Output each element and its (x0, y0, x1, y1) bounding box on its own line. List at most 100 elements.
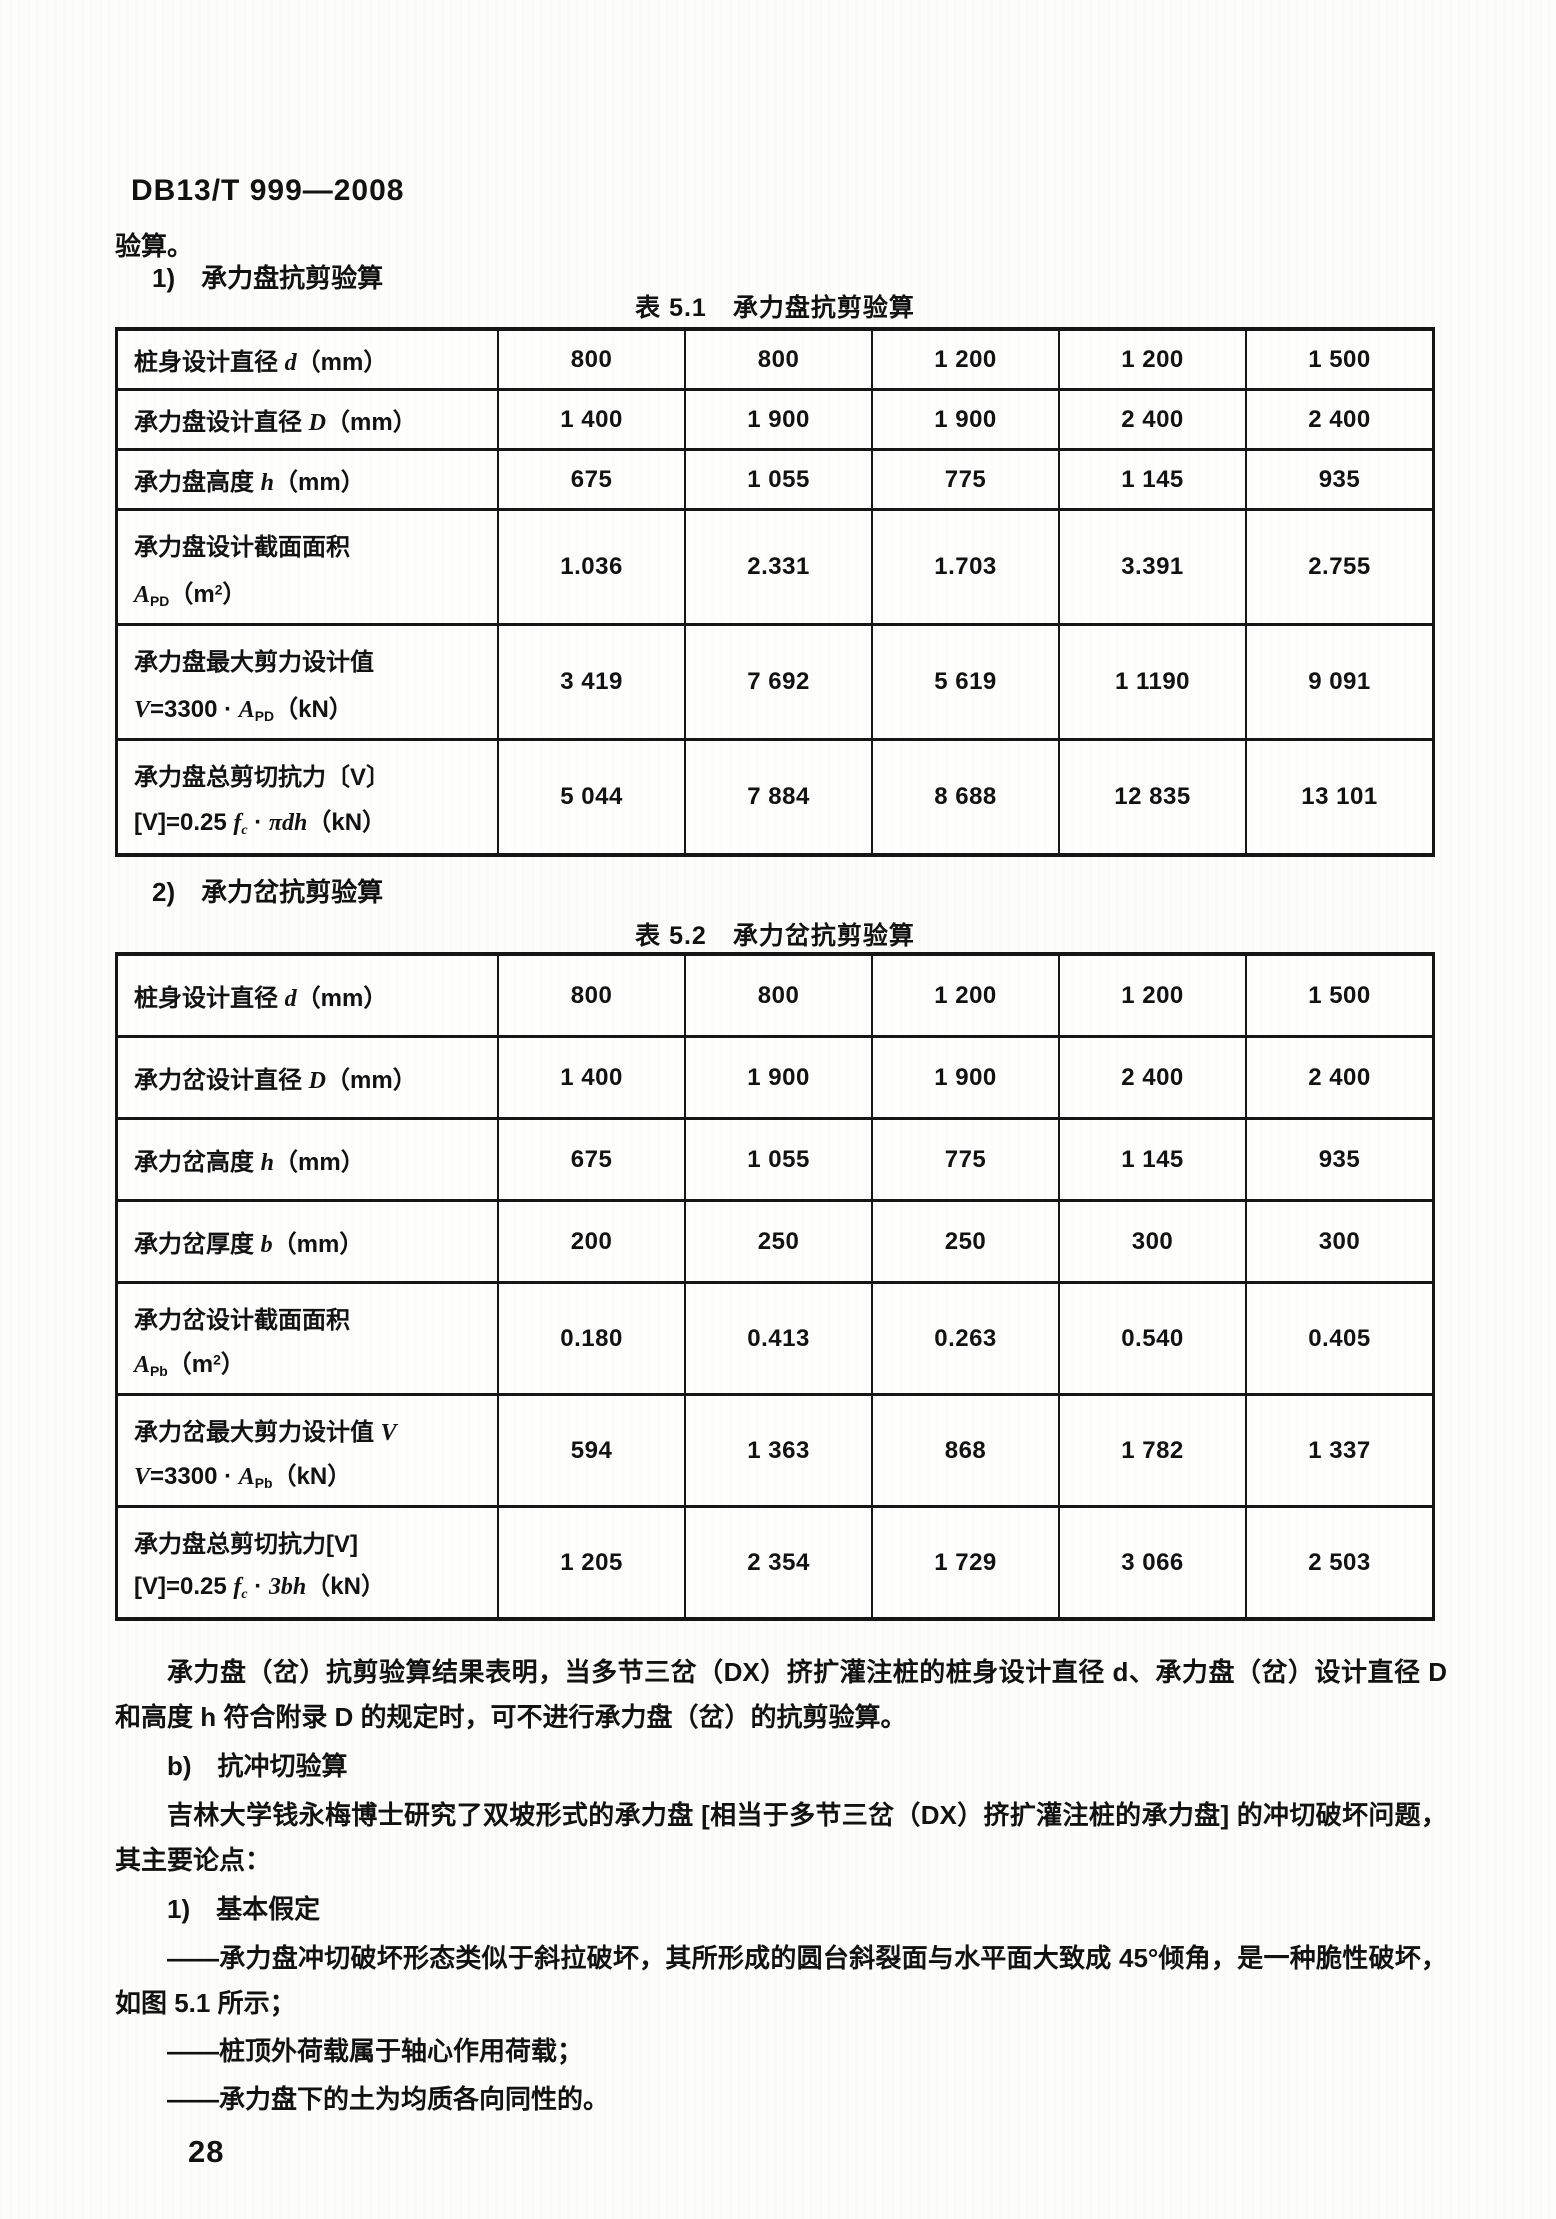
table-row: 承力岔设计直径 D（mm） 1 400 1 900 1 900 2 400 2 400 (118, 1038, 1432, 1120)
table-cell-value: 2 400 (1060, 391, 1247, 448)
table-cell-value: 675 (499, 1120, 687, 1199)
table-5-1: 桩身设计直径 d（mm） 800 800 1 200 1 200 1 500 承力盘设计直径… (115, 327, 1435, 857)
table-row: 承力岔高度 h（mm） 675 1 055 775 1 145 935 (118, 1120, 1432, 1202)
table-row: 承力岔设计截面面积 APb（m2） 0.180 0.413 0.263 0.540 0.40… (118, 1284, 1432, 1396)
table-cell-value: 1 055 (686, 1120, 874, 1199)
sub-item-1: 1) 基本假定 (167, 1894, 321, 1924)
table-cell-value: 1 200 (873, 331, 1060, 388)
table-cell-value: 5 044 (499, 741, 687, 853)
table-cell-value: 0.263 (873, 1284, 1060, 1393)
row-label: 承力盘设计直径 D（mm） (118, 391, 500, 448)
table-cell-value: 775 (873, 451, 1060, 508)
table-cell-value: 800 (686, 331, 874, 388)
table-cell-value: 0.405 (1308, 1324, 1371, 1352)
table-cell-value: 1 337 (1308, 1436, 1371, 1464)
table-cell-value: 8 688 (873, 741, 1060, 853)
table-cell-value: 2 503 (1308, 1548, 1371, 1576)
table-cell-value: 13 101 (1301, 783, 1378, 810)
row-label: 桩身设计直径 d（mm） (118, 331, 500, 388)
table-cell-value: 2.755 (1308, 553, 1371, 580)
table-cell-value: 1 400 (499, 391, 687, 448)
table-cell-value: 800 (686, 956, 874, 1035)
table-cell-value: 200 (499, 1202, 687, 1281)
table-cell-value: 1 145 (1060, 451, 1247, 508)
table-cell-value: 1 500 (1308, 981, 1371, 1009)
row-label: 承力盘设计截面面积 APD（m2） (118, 511, 500, 623)
table-row: 承力盘总剪切抗力〔V〕 [V]=0.25 fc · πdh（kN） 5 044 7 8… (118, 741, 1432, 853)
row-label: 承力盘高度 h（mm） (118, 451, 500, 508)
table-cell-value: 1 363 (686, 1396, 874, 1505)
table-cell-value: 2 400 (1308, 405, 1371, 433)
table-cell-value: 1 900 (686, 391, 874, 448)
table-row: 承力岔最大剪力设计值 V V=3300 · APb（kN） 594 1 363 868 1… (118, 1396, 1432, 1508)
page-number: 28 (188, 2134, 225, 2169)
table-cell-value: 0.540 (1060, 1284, 1247, 1393)
table-row: 承力盘最大剪力设计值 V=3300 · APD（kN） 3 419 7 692 5 61… (118, 626, 1432, 741)
table-row: 桩身设计直径 d（mm） 800 800 1 200 1 200 1 500 (118, 956, 1432, 1038)
table-cell-value: 1 782 (1060, 1396, 1247, 1505)
para-lead: 验算。 (115, 231, 194, 261)
row-label: 承力盘总剪切抗力〔V〕 [V]=0.25 fc · πdh（kN） (118, 741, 500, 853)
table-cell-value: 2 400 (1308, 1063, 1371, 1091)
table-cell-value: 0.413 (686, 1284, 874, 1393)
table-cell-value: 2.331 (686, 511, 874, 623)
table2-caption: 表 5.2 承力岔抗剪验算 (635, 922, 915, 950)
row-label: 承力岔最大剪力设计值 V V=3300 · APb（kN） (118, 1396, 500, 1505)
table-cell-value: 675 (499, 451, 687, 508)
row-label: 承力盘总剪切抗力[V] [V]=0.25 fc · 3bh（kN） (118, 1508, 500, 1617)
table-cell-value: 935 (1318, 465, 1361, 493)
table-cell-value: 1 900 (686, 1038, 874, 1117)
table1-caption: 表 5.1 承力盘抗剪验算 (635, 294, 915, 322)
table-cell-value: 1.036 (499, 511, 687, 623)
table-cell-value: 1.703 (873, 511, 1060, 623)
table-cell-value: 1 1190 (1060, 626, 1247, 738)
row-label: 桩身设计直径 d（mm） (118, 956, 500, 1035)
table-cell-value: 1 205 (499, 1508, 687, 1617)
row-label: 承力岔设计直径 D（mm） (118, 1038, 500, 1117)
table-cell-value: 0.180 (499, 1284, 687, 1393)
table-cell-value: 1 900 (873, 1038, 1060, 1117)
table-cell-value: 3 066 (1060, 1508, 1247, 1617)
table-cell-value: 1 145 (1060, 1120, 1247, 1199)
table-cell-value: 1 500 (1308, 345, 1371, 373)
table-cell-value: 5 619 (873, 626, 1060, 738)
row-label: 承力岔厚度 b（mm） (118, 1202, 500, 1281)
list-item-2: 2) 承力岔抗剪验算 (152, 877, 384, 907)
table-cell-value: 868 (873, 1396, 1060, 1505)
para-jilin: 吉林大学钱永梅博士研究了双坡形式的承力盘 [相当于多节三岔（DX）挤扩灌注桩的承… (115, 1800, 1447, 1875)
table-cell-value: 9 091 (1308, 668, 1371, 695)
table-cell-value: 12 835 (1060, 741, 1247, 853)
row-label: 承力盘最大剪力设计值 V=3300 · APD（kN） (118, 626, 500, 738)
body-text: 承力盘（岔）抗剪验算结果表明，当多节三岔（DX）挤扩灌注桩的桩身设计直径 d、承… (115, 1650, 1447, 2125)
list-item-1: 1) 承力盘抗剪验算 (152, 263, 384, 293)
table-row: 桩身设计直径 d（mm） 800 800 1 200 1 200 1 500 (118, 331, 1432, 391)
table-5-2: 桩身设计直径 d（mm） 800 800 1 200 1 200 1 500 承力岔设计直径… (115, 952, 1435, 1621)
doc-number: DB13/T 999—2008 (131, 174, 405, 207)
table-cell-value: 300 (1060, 1202, 1247, 1281)
table-cell-value: 2 400 (1060, 1038, 1247, 1117)
table-row: 承力岔厚度 b（mm） 200 250 250 300 300 (118, 1202, 1432, 1284)
table-row: 承力盘总剪切抗力[V] [V]=0.25 fc · 3bh（kN） 1 205 2 3… (118, 1508, 1432, 1617)
table-cell-value: 7 692 (686, 626, 874, 738)
table-cell-value: 775 (873, 1120, 1060, 1199)
sub-item-b: b) 抗冲切验算 (167, 1751, 348, 1781)
table-cell-value: 800 (499, 956, 687, 1035)
table-cell-value: 1 729 (873, 1508, 1060, 1617)
row-label: 承力岔高度 h（mm） (118, 1120, 500, 1199)
table-cell-value: 1 900 (873, 391, 1060, 448)
bullet-homogeneous-soil: ——承力盘下的土为均质各向同性的。 (167, 2084, 610, 2114)
table-cell-value: 1 400 (499, 1038, 687, 1117)
row-label: 承力岔设计截面面积 APb（m2） (118, 1284, 500, 1393)
table-cell-value: 1 200 (873, 956, 1060, 1035)
table-cell-value: 1 200 (1060, 956, 1247, 1035)
bullet-axial-load: ——桩顶外荷载属于轴心作用荷载； (167, 2036, 584, 2066)
table-cell-value: 300 (1318, 1227, 1361, 1255)
table-cell-value: 1 200 (1060, 331, 1247, 388)
table-cell-value: 800 (499, 331, 687, 388)
table-cell-value: 1 055 (686, 451, 874, 508)
table-cell-value: 594 (499, 1396, 687, 1505)
bullet-45-degree: ——承力盘冲切破坏形态类似于斜拉破坏，其所形成的圆台斜裂面与水平面大致成 45°… (115, 1943, 1447, 2018)
table-cell-value: 2 354 (686, 1508, 874, 1617)
para-result: 承力盘（岔）抗剪验算结果表明，当多节三岔（DX）挤扩灌注桩的桩身设计直径 d、承… (115, 1657, 1447, 1732)
